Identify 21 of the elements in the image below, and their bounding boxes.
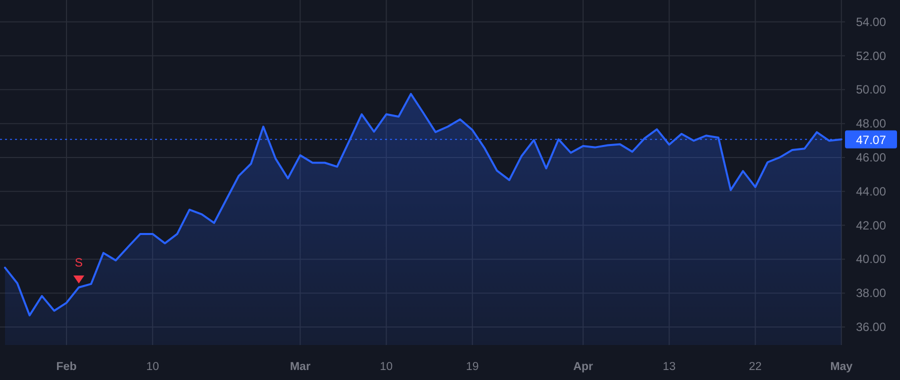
y-tick-label: 38.00	[856, 286, 886, 300]
annotation: S	[74, 256, 83, 270]
y-tick-label: 50.00	[856, 82, 886, 97]
x-tick-label: May	[830, 361, 854, 373]
y-tick-label: 36.00	[856, 320, 886, 334]
x-tick-label: Mar	[290, 361, 311, 373]
x-tick-label: Feb	[56, 361, 77, 373]
x-tick-label: 10	[146, 361, 159, 373]
y-tick-label: 48.00	[856, 116, 886, 131]
y-tick-label: 40.00	[856, 252, 886, 266]
ref-line-label: 47.07	[856, 132, 886, 147]
x-tick-label: 13	[662, 361, 676, 373]
y-tick-label: 42.00	[856, 218, 886, 232]
y-tick-label: 54.00	[856, 14, 886, 29]
x-tick-label: 10	[380, 361, 393, 373]
y-tick-label: 44.00	[856, 184, 886, 198]
x-tick-label: 19	[466, 361, 479, 373]
x-tick-label: Apr	[573, 361, 594, 373]
y-tick-label: 46.00	[856, 150, 886, 164]
x-tick-label: 22	[748, 361, 762, 373]
y-tick-label: 52.00	[856, 48, 886, 63]
